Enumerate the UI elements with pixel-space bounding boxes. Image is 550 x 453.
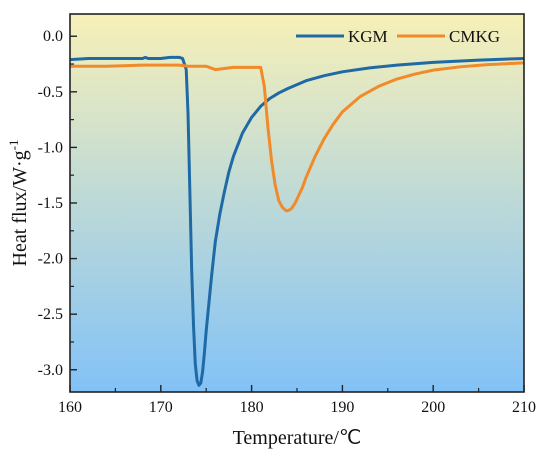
- x-tick-label: 210: [512, 399, 536, 416]
- x-axis-title: Temperature/℃: [233, 427, 362, 449]
- y-tick-label: -0.5: [38, 84, 63, 101]
- series-line-cmkg: [70, 61, 524, 213]
- y-tick-label: -3.0: [38, 362, 63, 379]
- x-axis: 160 170 180 190 200 210: [58, 385, 536, 416]
- x-tick-label: 160: [58, 399, 82, 416]
- x-tick-label: 170: [149, 399, 173, 416]
- y-tick-label: -1.0: [38, 139, 63, 156]
- plot-background: [70, 14, 524, 392]
- x-tick-label: 190: [330, 399, 354, 416]
- x-tick-label: 200: [421, 399, 445, 416]
- y-tick-label: -2.5: [38, 306, 63, 323]
- legend-label-cmkg: CMKG: [449, 27, 500, 46]
- series-line-kgm: [70, 55, 524, 387]
- series-layer: [70, 55, 524, 387]
- legend: KGM CMKG: [296, 27, 500, 46]
- y-tick-label: -1.5: [38, 195, 63, 212]
- legend-label-kgm: KGM: [348, 27, 388, 46]
- x-tick-label: 180: [240, 399, 264, 416]
- y-axis-title-main: Heat flux/W·g: [9, 150, 31, 266]
- y-axis-title-superscript: -1: [6, 140, 21, 151]
- y-axis: 0.0 -0.5 -1.0 -1.5 -2.0 -2.5 -3.0: [38, 28, 77, 379]
- y-tick-label: 0.0: [43, 28, 63, 45]
- y-axis-title: Heat flux/W·g-1: [6, 140, 31, 267]
- y-tick-label: -2.0: [38, 251, 63, 268]
